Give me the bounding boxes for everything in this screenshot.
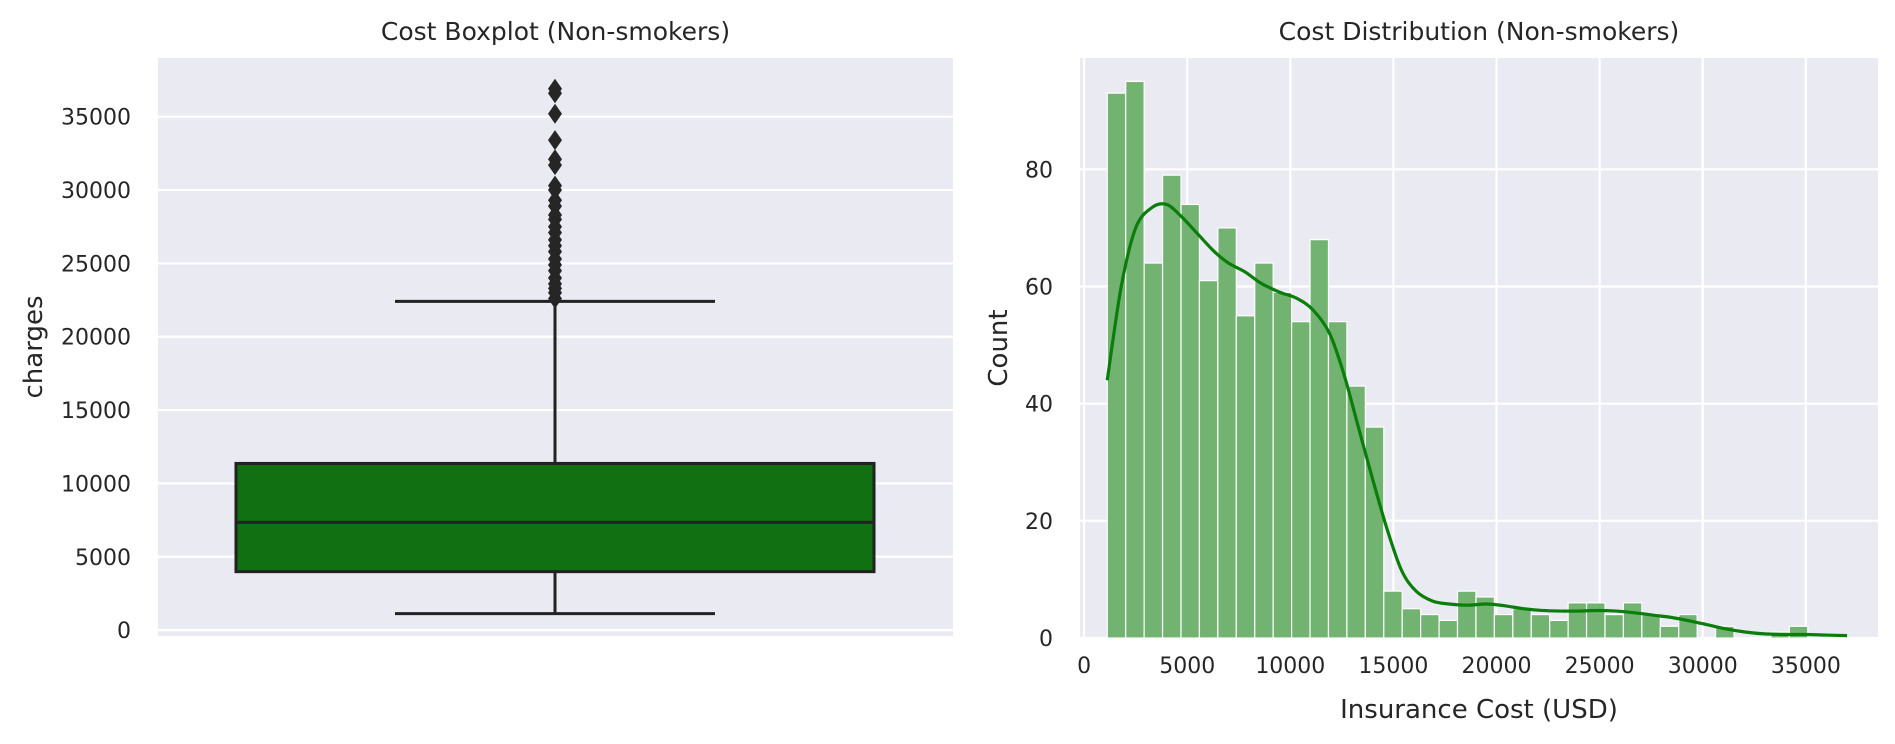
histogram-x-tick-label: 35000 bbox=[1771, 654, 1841, 679]
histogram-bar bbox=[1364, 426, 1385, 639]
boxplot-outlier-point bbox=[548, 130, 562, 151]
histogram-y-tick-label: 60 bbox=[1025, 275, 1053, 300]
histogram-bar bbox=[1641, 613, 1661, 639]
histogram-bar bbox=[1530, 613, 1551, 639]
histogram-bar bbox=[1291, 321, 1311, 639]
boxplot-y-axis-label: charges bbox=[19, 296, 49, 399]
histogram-bar bbox=[1254, 262, 1274, 639]
histogram-bar bbox=[1788, 625, 1809, 639]
boxplot-outlier-point bbox=[548, 103, 562, 124]
histogram-bar bbox=[1438, 619, 1459, 639]
histogram-bar bbox=[1217, 227, 1237, 639]
boxplot-y-tick-label: 0 bbox=[117, 619, 131, 644]
histogram-bar bbox=[1235, 315, 1256, 639]
kde-line bbox=[1105, 202, 1848, 638]
histogram-bar bbox=[1714, 625, 1735, 639]
boxplot-y-tick-label: 5000 bbox=[75, 546, 131, 571]
boxplot-title: Cost Boxplot (Non-smokers) bbox=[381, 17, 730, 46]
histogram-bar bbox=[1327, 321, 1348, 639]
histogram-bar bbox=[1604, 613, 1625, 639]
histogram-bar bbox=[1585, 602, 1606, 639]
histogram-bar bbox=[1567, 602, 1588, 639]
histogram-bar bbox=[1512, 608, 1532, 639]
boxplot-y-tick-label: 15000 bbox=[61, 399, 131, 424]
boxplot-y-tick-label: 20000 bbox=[61, 326, 131, 351]
histogram-bar bbox=[1549, 619, 1569, 639]
boxplot-box bbox=[234, 461, 876, 574]
histogram-bar bbox=[1272, 291, 1293, 639]
histogram-x-tick-label: 5000 bbox=[1159, 654, 1215, 679]
boxplot-y-tick-label: 30000 bbox=[61, 179, 131, 204]
boxplot-outlier-point bbox=[548, 175, 562, 196]
histogram-title: Cost Distribution (Non-smokers) bbox=[1279, 17, 1680, 46]
histogram-bar bbox=[1420, 613, 1440, 639]
histogram-x-tick-label: 15000 bbox=[1358, 654, 1428, 679]
histogram-bar bbox=[1125, 80, 1145, 639]
histogram-x-tick-label: 0 bbox=[1077, 654, 1091, 679]
histogram-x-tick-label: 30000 bbox=[1668, 654, 1738, 679]
histogram-y-tick-label: 0 bbox=[1039, 627, 1053, 652]
histogram-bar bbox=[1383, 590, 1403, 639]
histogram-bar bbox=[1401, 608, 1422, 639]
histogram-bar bbox=[1622, 602, 1643, 639]
boxplot-outlier-point bbox=[548, 149, 562, 170]
histogram-y-tick-label: 20 bbox=[1025, 510, 1053, 535]
histogram-bar bbox=[1143, 262, 1164, 639]
histogram-x-tick-label: 20000 bbox=[1462, 654, 1532, 679]
boxplot-y-tick-label: 35000 bbox=[61, 106, 131, 131]
histogram-x-axis-label: Insurance Cost (USD) bbox=[1340, 695, 1618, 725]
histogram-bar bbox=[1180, 203, 1201, 639]
histogram-bar bbox=[1456, 590, 1477, 639]
histogram-bar bbox=[1198, 280, 1219, 639]
histogram-x-tick-label: 10000 bbox=[1255, 654, 1325, 679]
boxplot-outlier-point bbox=[548, 190, 562, 211]
histogram-y-axis-label: Count bbox=[984, 309, 1014, 386]
histogram-bar bbox=[1659, 625, 1680, 639]
histogram-bar bbox=[1493, 613, 1514, 639]
boxplot-y-tick-label: 10000 bbox=[61, 472, 131, 497]
boxplot-outlier-point bbox=[548, 78, 562, 99]
histogram-y-tick-label: 40 bbox=[1025, 393, 1053, 418]
histogram-bar bbox=[1309, 239, 1330, 639]
histogram-bar bbox=[1161, 174, 1182, 639]
histogram-chart: 0 5000 10000 15000 20000 25000 30000 35000 0 20 4… bbox=[984, 17, 1878, 725]
boxplot-y-tick-label: 25000 bbox=[61, 252, 131, 277]
histogram-y-tick-label: 80 bbox=[1025, 158, 1053, 183]
boxplot-chart: 0 5000 10000 15000 20000 25000 30000 35000 Cost… bbox=[19, 17, 953, 644]
histogram-x-tick-label: 25000 bbox=[1565, 654, 1635, 679]
